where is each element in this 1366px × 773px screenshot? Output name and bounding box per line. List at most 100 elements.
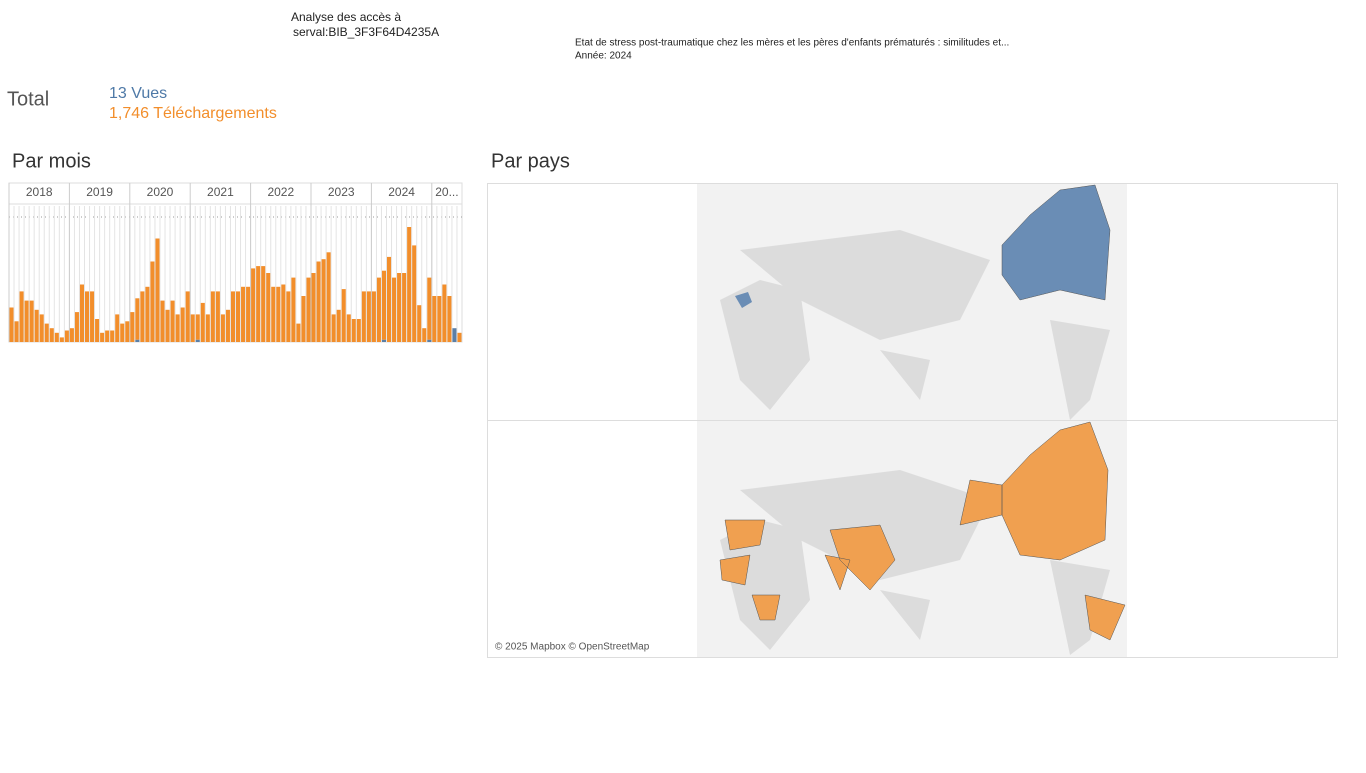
- bar: [145, 286, 150, 342]
- bar: [180, 307, 185, 342]
- bar: [215, 291, 220, 342]
- bar: [341, 289, 346, 342]
- land: [720, 470, 1110, 655]
- bar: [331, 314, 336, 342]
- doc-year: Année: 2024: [575, 51, 632, 62]
- section-title: Par mois: [12, 150, 91, 172]
- bar: [241, 286, 246, 342]
- bar: [79, 284, 84, 342]
- year-label: 2018: [26, 185, 53, 199]
- bar: [392, 277, 397, 342]
- bar: [417, 305, 422, 342]
- bar: [311, 273, 316, 342]
- bar: [437, 296, 442, 342]
- year-label: 2020: [147, 185, 174, 199]
- bar: [306, 277, 311, 342]
- bar: [432, 296, 437, 342]
- downloads-total: 1,746 Téléchargements: [109, 105, 277, 122]
- bar: [321, 259, 326, 342]
- bar: [34, 309, 39, 342]
- bar: [442, 284, 447, 342]
- bar: [427, 339, 432, 342]
- bar: [296, 323, 301, 342]
- bar: [185, 291, 190, 342]
- title-line: serval:BIB_3F3F64D4235A: [293, 25, 439, 39]
- bar: [326, 252, 331, 342]
- bar: [351, 319, 356, 342]
- bar: [200, 302, 205, 342]
- bar: [407, 227, 412, 342]
- bar: [271, 286, 276, 342]
- bar: [120, 323, 125, 342]
- bar: [276, 286, 281, 342]
- bar: [427, 277, 432, 340]
- bar: [100, 332, 105, 342]
- bar: [105, 330, 110, 342]
- map-downloads: © 2025 Mapbox © OpenStreetMap: [487, 420, 1338, 658]
- bar: [366, 291, 371, 342]
- bar: [376, 277, 381, 342]
- country-views: [1001, 184, 1111, 301]
- bar: [452, 328, 457, 342]
- bar: [74, 312, 79, 342]
- bar: [220, 314, 225, 342]
- map-views: [487, 183, 1338, 421]
- bar: [150, 261, 155, 342]
- bar: [135, 339, 140, 342]
- bar: [346, 314, 351, 342]
- bar: [422, 328, 427, 342]
- bar: [381, 270, 386, 340]
- bar: [246, 286, 251, 342]
- bar: [29, 300, 34, 342]
- bar: [397, 273, 402, 342]
- bar: [19, 291, 24, 342]
- bar: [165, 309, 170, 342]
- bar: [266, 273, 271, 342]
- map-attribution: © 2025 Mapbox © OpenStreetMap: [495, 642, 650, 653]
- bar: [195, 339, 200, 342]
- bar: [175, 314, 180, 342]
- bar: [381, 339, 386, 342]
- bar: [301, 296, 306, 342]
- bar: [361, 291, 366, 342]
- country-downloads: [959, 421, 1109, 561]
- bar: [387, 256, 392, 342]
- bar: [457, 332, 462, 342]
- bar: [59, 337, 64, 342]
- title-line: Analyse des accès à: [291, 10, 401, 24]
- year-label: 2022: [267, 185, 294, 199]
- bar: [210, 291, 215, 342]
- bar: [281, 284, 286, 342]
- total-label: Total: [7, 88, 49, 110]
- doc-title: Etat de stress post-traumatique chez les…: [575, 38, 1009, 49]
- bar: [130, 312, 135, 342]
- country-downloads: [719, 519, 1126, 641]
- views-total: 13 Vues: [109, 85, 167, 102]
- year-label: 2021: [207, 185, 234, 199]
- year-label: 2024: [388, 185, 415, 199]
- bar: [85, 291, 90, 342]
- year-label: 2023: [328, 185, 355, 199]
- bar: [44, 323, 49, 342]
- bar: [9, 307, 14, 342]
- bar: [402, 273, 407, 342]
- country-views: [735, 292, 752, 308]
- bar: [115, 314, 120, 342]
- bar: [155, 238, 160, 342]
- bar: [135, 298, 140, 340]
- bar: [336, 309, 341, 342]
- bar: [140, 291, 145, 342]
- year-label: 20...: [435, 185, 458, 199]
- bar: [291, 277, 296, 342]
- bar: [69, 328, 74, 342]
- bar: [14, 321, 19, 342]
- bar: [190, 314, 195, 342]
- bar: [64, 330, 69, 342]
- bar: [286, 291, 291, 342]
- bar: [356, 319, 361, 342]
- bar: [251, 268, 256, 342]
- bar: [236, 291, 241, 342]
- bar: [205, 314, 210, 342]
- bar: [24, 300, 29, 342]
